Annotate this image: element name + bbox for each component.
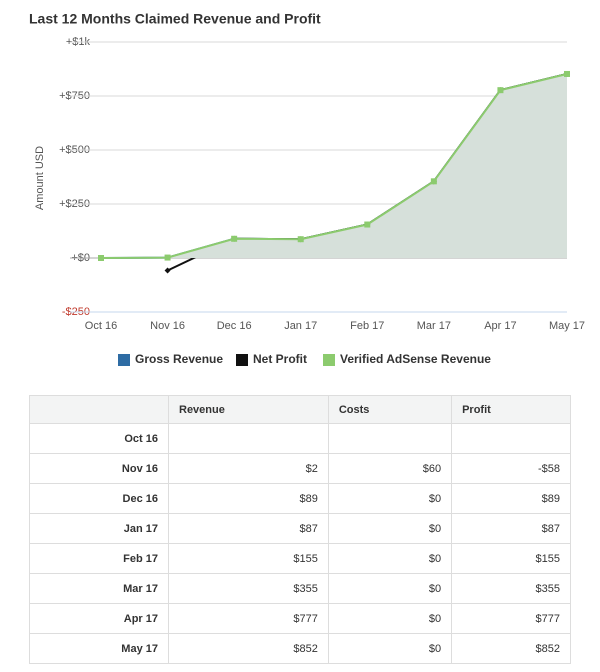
table-cell: $0 [327, 603, 453, 634]
table-cell: $355 [451, 573, 571, 604]
area [101, 73, 567, 258]
legend-swatch [118, 354, 130, 366]
table-cell: $89 [168, 483, 329, 514]
table-cell: $87 [168, 513, 329, 544]
header-cell: Profit [451, 395, 571, 424]
legend-swatch [323, 354, 335, 366]
table-cell: $60 [327, 453, 453, 484]
table-row: Apr 17 $777 $0 $777 [29, 603, 571, 634]
table-cell: $0 [327, 543, 453, 574]
x-tick-label: Feb 17 [350, 320, 384, 332]
legend-swatch [236, 354, 248, 366]
table-row: May 17 $852 $0 $852 [29, 633, 571, 664]
legend-label: Verified AdSense Revenue [340, 352, 491, 366]
row-label: May 17 [29, 633, 169, 664]
table-cell [451, 423, 571, 454]
series-line [100, 72, 568, 259]
row-label: Nov 16 [29, 453, 169, 484]
marker [164, 254, 171, 261]
x-tick-label: Apr 17 [484, 320, 516, 332]
table-cell: $89 [451, 483, 571, 514]
marker [297, 236, 304, 243]
marker [564, 70, 570, 77]
table-cell [168, 423, 329, 454]
table-cell: $0 [327, 573, 453, 604]
legend-label: Gross Revenue [135, 352, 223, 366]
marker [164, 267, 171, 274]
x-tick-label: Oct 16 [85, 320, 117, 332]
x-tick-label: Jan 17 [284, 320, 317, 332]
marker [430, 178, 437, 185]
chart: Last 12 Months Claimed Revenue and Profi… [29, 11, 585, 366]
x-tick-label: Nov 16 [150, 320, 185, 332]
table-cell: $852 [451, 633, 571, 664]
x-tick-label: May 17 [549, 320, 585, 332]
table-cell: $2 [168, 453, 329, 484]
table-cell: $777 [451, 603, 571, 634]
row-label: Mar 17 [29, 573, 169, 604]
row-label: Feb 17 [29, 543, 169, 574]
table-row: Mar 17 $355 $0 $355 [29, 573, 571, 604]
table-cell: $852 [168, 633, 329, 664]
marker [364, 221, 371, 228]
row-label: Jan 17 [29, 513, 169, 544]
marker [98, 255, 104, 261]
marker [231, 235, 238, 242]
y-axis-label: Amount USD [34, 146, 46, 210]
x-tick-label: Mar 17 [417, 320, 451, 332]
x-tick-label: Dec 16 [217, 320, 252, 332]
header-cell [29, 395, 169, 424]
table-cell: $155 [168, 543, 329, 574]
marker [497, 87, 504, 94]
legend-label: Net Profit [253, 352, 307, 366]
table-row: Nov 16 $2 $60 -$58 [29, 453, 571, 484]
header-cell: Costs [327, 395, 453, 424]
header-cell: Revenue [168, 395, 329, 424]
table-row: Jan 17 $87 $0 $87 [29, 513, 571, 544]
data-table: Revenue Costs Profit Oct 16 Nov 16 $2 $60 -$58… [29, 395, 571, 664]
row-label: Apr 17 [29, 603, 169, 634]
table-cell: $155 [451, 543, 571, 574]
row-label: Oct 16 [29, 423, 169, 454]
table-cell: $777 [168, 603, 329, 634]
table-cell [327, 423, 453, 454]
table-cell: $0 [327, 513, 453, 544]
table-cell: -$58 [451, 453, 571, 484]
table-row: Oct 16 [29, 423, 571, 454]
table-cell: $87 [451, 513, 571, 544]
table-row: Dec 16 $89 $0 $89 [29, 483, 571, 514]
header-row: Revenue Costs Profit [29, 395, 571, 424]
table-cell: $0 [327, 633, 453, 664]
row-label: Dec 16 [29, 483, 169, 514]
table-row: Feb 17 $155 $0 $155 [29, 543, 571, 574]
chart-title: Last 12 Months Claimed Revenue and Profi… [29, 11, 321, 27]
table-cell: $0 [327, 483, 453, 514]
table-cell: $355 [168, 573, 329, 604]
